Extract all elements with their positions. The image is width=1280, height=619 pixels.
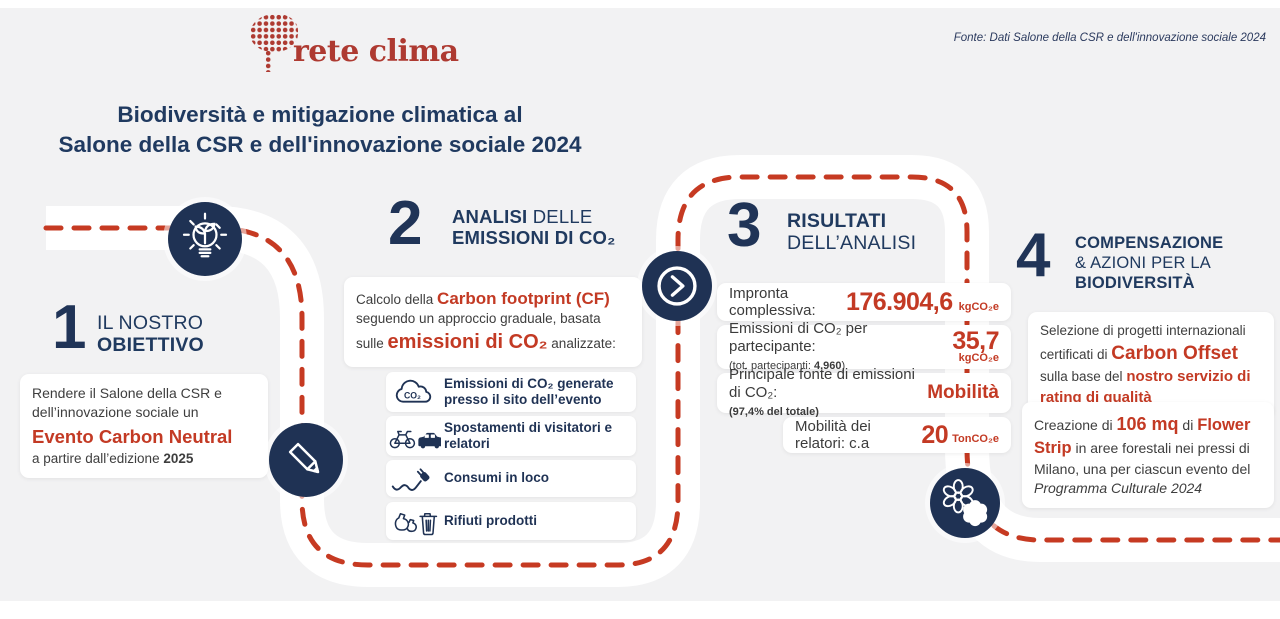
source-note: Fonte: Dati Salone della CSR e dell'inno…: [953, 32, 1266, 44]
result-value: 176.904,6: [845, 287, 953, 316]
co2-cloud-icon: CO₂: [386, 374, 444, 411]
step-4-heading: COMPENSAZIONE & AZIONI PER LA BIODIVERSI…: [1075, 233, 1223, 293]
objective-text-line3: a partire dall’edizione: [32, 450, 164, 466]
emission-item-label: Spostamenti di visitatori e relatori: [444, 419, 613, 451]
step-1-heading: IL NOSTRO OBIETTIVO: [97, 312, 204, 357]
flower-strip-highlight: Flower Strip: [1034, 416, 1251, 457]
objective-text-line1: Rendere il Salone della CSR e: [32, 385, 222, 401]
emission-item-label: Consumi in loco: [444, 470, 550, 486]
result-unit: TonCO₂e: [952, 433, 999, 445]
step-2-heading: ANALISI DELLE EMISSIONI DI CO₂: [452, 206, 616, 249]
dotted-tree-icon: [250, 14, 298, 52]
flower-text-1: Creazione di: [1034, 417, 1117, 433]
result-row-main-source: Principale fonte di emissioni di CO₂: (9…: [717, 366, 1011, 418]
carbon-neutral-highlight: Evento Carbon Neutral: [32, 425, 233, 447]
flowers-icon: [930, 468, 1000, 538]
co2-emissions-highlight: emissioni di CO₂: [387, 331, 548, 354]
result-sub-post: ): [841, 360, 846, 372]
result-label: Emissioni di CO₂ per partecipante:: [729, 320, 868, 355]
pencil-glyph: [288, 442, 320, 474]
intro-text-3: analizzate:: [547, 336, 616, 352]
svg-text:CO₂: CO₂: [404, 390, 421, 400]
step-3-heading-line1: RISULTATI: [787, 210, 887, 232]
step-1-heading-line1: IL NOSTRO: [97, 312, 204, 334]
result-sub-bold: 4.960: [814, 360, 842, 372]
flower-text-2: di: [1178, 417, 1198, 433]
result-label: Mobilità dei relatori: c.a: [795, 418, 871, 452]
result-value: 35,7: [952, 326, 999, 355]
step-2-heading-line2: EMISSIONI DI CO₂: [452, 227, 616, 249]
offset-text-2: sulla base del: [1040, 368, 1127, 384]
step-3-heading: RISULTATI DELL’ANALISI: [787, 210, 916, 255]
rating-service-highlight: nostro servizio di rating di qualità: [1040, 367, 1251, 406]
lightbulb-plant-icon: [168, 202, 242, 276]
pencil-icon: [269, 423, 343, 497]
page-title: Biodiversità e mitigazione climatica al …: [20, 100, 620, 161]
result-value: Mobilità: [927, 382, 999, 403]
result-value: 20: [921, 420, 949, 449]
result-unit: kgCO₂e: [958, 352, 999, 365]
page-title-line1: Biodiversità e mitigazione climatica al: [117, 102, 523, 127]
logo: [250, 14, 298, 72]
objective-text-line2: dell’innovazione sociale un: [32, 404, 199, 421]
result-unit: kgCO₂e: [958, 301, 999, 313]
result-sub: (97,4% del totale): [729, 406, 819, 418]
carbon-footprint-highlight: Carbon footprint (CF): [437, 289, 610, 308]
result-row-total-footprint: Impronta complessiva: 176.904,6 kgCO₂e: [717, 283, 1011, 321]
flowers-glyph: [942, 479, 988, 527]
result-sub-pre: (tot. partecipanti:: [729, 360, 814, 372]
lightbulb-glyph: [182, 212, 228, 258]
step-1-heading-line2: OBIETTIVO: [97, 334, 204, 357]
area-highlight: 106 mq: [1116, 414, 1179, 434]
step-4-heading-line3: BIODIVERSITÀ: [1075, 274, 1195, 293]
chevron-circle-icon: [642, 251, 712, 321]
bike-taxi-icon: [386, 423, 444, 450]
objective-card: Rendere il Salone della CSR e dell’innov…: [20, 374, 268, 479]
step-4-heading-line1: COMPENSAZIONE: [1075, 234, 1224, 252]
emission-item-waste: Rifiuti prodotti: [386, 502, 636, 540]
analysis-intro-card: Calcolo della Carbon footprint (CF) segu…: [344, 277, 642, 367]
step-3-number: 3: [727, 191, 762, 260]
offset-text-1: Selezione di progetti internazionali cer…: [1040, 323, 1246, 362]
carbon-offset-card: Selezione di progetti internazionali cer…: [1028, 312, 1274, 419]
waste-icon: [386, 505, 444, 538]
chevron-right-glyph: [657, 266, 697, 306]
emission-item-label: Emissioni di CO₂ generate presso il sito…: [444, 375, 614, 407]
step-2-heading-bold: ANALISI: [452, 206, 528, 227]
dotted-tree-trunk-icon: [265, 50, 272, 72]
step-4-heading-line2: & AZIONI PER LA: [1075, 254, 1211, 273]
result-label: Principale fonte di emissioni di CO₂:: [729, 366, 915, 401]
emission-item-site: CO₂ Emissioni di CO₂ generate presso il …: [386, 372, 636, 412]
flower-strip-card: Creazione di 106 mq di Flower Strip in a…: [1022, 402, 1274, 509]
step-2-heading-light: DELLE: [527, 206, 593, 227]
logo-wordmark: rete clima: [293, 34, 459, 69]
step-3-heading-line2: DELL’ANALISI: [787, 232, 917, 255]
programma-culturale-italic: Programma Culturale 2024: [1034, 479, 1203, 496]
emission-item-consumption: Consumi in loco: [386, 460, 636, 497]
intro-text-2: seguendo un approccio graduale, basata s…: [356, 311, 601, 352]
flower-text-3: in aree forestali nei pressi di Milano, …: [1034, 439, 1251, 477]
plug-icon: [386, 466, 444, 491]
result-row-per-participant: Emissioni di CO₂ per partecipante: (tot.…: [717, 320, 1011, 372]
objective-year: 2025: [163, 450, 194, 466]
step-4-number: 4: [1016, 221, 1051, 290]
carbon-offset-highlight: Carbon Offset: [1111, 342, 1238, 364]
page-title-line2: Salone della CSR e dell'innovazione soci…: [58, 132, 582, 158]
intro-text-1: Calcolo della: [356, 292, 438, 307]
result-label: Impronta complessiva:: [729, 285, 816, 319]
step-1-number: 1: [52, 293, 87, 362]
result-row-speakers-mobility: Mobilità dei relatori: c.a 20 TonCO₂e: [783, 417, 1011, 453]
step-2-number: 2: [388, 189, 423, 258]
emission-item-label: Rifiuti prodotti: [444, 512, 537, 528]
emission-item-transport: Spostamenti di visitatori e relatori: [386, 416, 636, 456]
